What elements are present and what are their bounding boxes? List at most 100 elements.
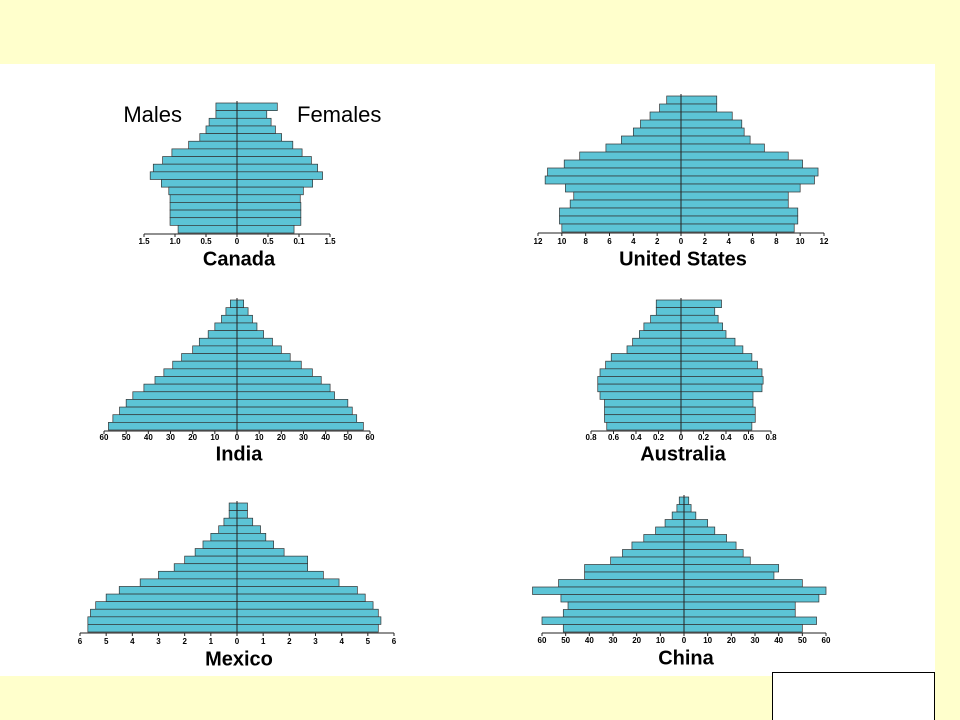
bar <box>162 156 238 165</box>
bar <box>118 586 238 595</box>
bar <box>161 179 238 188</box>
x-tick-label: 0.8 <box>765 433 777 442</box>
bar <box>205 125 238 134</box>
bar <box>680 103 718 113</box>
bar <box>680 199 789 209</box>
bar <box>198 337 238 347</box>
x-tick-label: 5 <box>104 637 109 646</box>
bar <box>683 586 827 595</box>
bar <box>230 299 238 308</box>
chart-title: United States <box>619 248 747 270</box>
bar <box>683 556 751 565</box>
bar <box>563 159 682 169</box>
x-tick-label: 30 <box>751 636 760 645</box>
bar <box>158 570 238 580</box>
bar <box>236 110 268 119</box>
chart-title: Australia <box>640 443 726 465</box>
bar <box>683 624 803 633</box>
x-tick-label: 50 <box>343 433 352 442</box>
bar <box>604 399 682 408</box>
bar <box>236 540 274 549</box>
bar <box>139 578 238 587</box>
bar <box>680 175 815 185</box>
x-tick-label: 6 <box>78 637 83 646</box>
bar <box>236 616 382 625</box>
x-tick-label: 0.6 <box>743 433 755 442</box>
bar <box>683 541 737 550</box>
x-tick-label: 30 <box>166 433 175 442</box>
bar <box>223 517 238 527</box>
bar <box>236 345 282 354</box>
bar <box>683 579 803 588</box>
bar <box>683 496 690 505</box>
bar <box>236 225 295 234</box>
bar <box>680 399 754 408</box>
x-tick-label: 20 <box>188 433 197 442</box>
bar <box>632 337 682 347</box>
bar <box>640 119 682 129</box>
bar <box>664 519 685 528</box>
bar <box>105 593 238 602</box>
bar <box>678 496 685 505</box>
bar <box>680 353 753 362</box>
x-tick-label: 20 <box>277 433 286 442</box>
bar <box>169 202 238 211</box>
bar <box>655 307 682 316</box>
bar <box>541 616 685 625</box>
x-tick-label: 10 <box>796 237 805 246</box>
bar <box>221 314 238 324</box>
bar <box>631 541 685 550</box>
bar <box>680 345 744 354</box>
bar <box>214 322 238 331</box>
x-tick-label: 0.5 <box>200 237 212 246</box>
bar <box>680 368 763 377</box>
x-tick-label: 0.8 <box>585 433 597 442</box>
bar <box>639 330 682 339</box>
bar <box>573 191 682 201</box>
bar <box>680 159 803 169</box>
x-tick-label: 1.5 <box>138 237 150 246</box>
bar <box>680 127 745 137</box>
bar <box>562 624 685 633</box>
x-tick-label: 10 <box>557 237 566 246</box>
bar <box>228 502 238 511</box>
bar <box>666 95 682 105</box>
bar <box>683 534 727 543</box>
bar <box>567 601 685 610</box>
bar <box>236 202 302 211</box>
bar <box>169 209 238 219</box>
x-tick-label: 0.4 <box>720 433 732 442</box>
bar <box>680 360 758 370</box>
bar <box>683 564 780 573</box>
bar <box>626 345 682 354</box>
bar <box>119 406 238 416</box>
bar <box>194 548 238 557</box>
bar <box>236 399 349 408</box>
bar <box>218 525 238 534</box>
bar <box>95 601 238 610</box>
bar <box>236 360 302 370</box>
x-tick-label: 40 <box>585 636 594 645</box>
x-tick-label: 5 <box>366 637 371 646</box>
x-tick-label: 60 <box>538 636 547 645</box>
bar <box>87 616 238 625</box>
bar <box>172 360 238 370</box>
bar <box>680 391 754 400</box>
x-tick-label: 10 <box>703 636 712 645</box>
bar <box>680 223 795 233</box>
x-tick-label: 0 <box>235 237 240 246</box>
bar <box>680 167 819 177</box>
bar <box>680 183 801 193</box>
x-tick-label: 1 <box>209 637 214 646</box>
bar <box>683 601 796 610</box>
x-tick-label: 12 <box>820 237 829 246</box>
bar <box>683 594 820 603</box>
bar <box>236 330 264 339</box>
bar <box>532 586 685 595</box>
bar <box>236 422 364 431</box>
bar <box>579 151 682 161</box>
bar <box>112 414 238 423</box>
x-tick-label: 4 <box>631 237 636 246</box>
chart-title: Canada <box>203 248 276 270</box>
x-tick-label: 40 <box>144 433 153 442</box>
